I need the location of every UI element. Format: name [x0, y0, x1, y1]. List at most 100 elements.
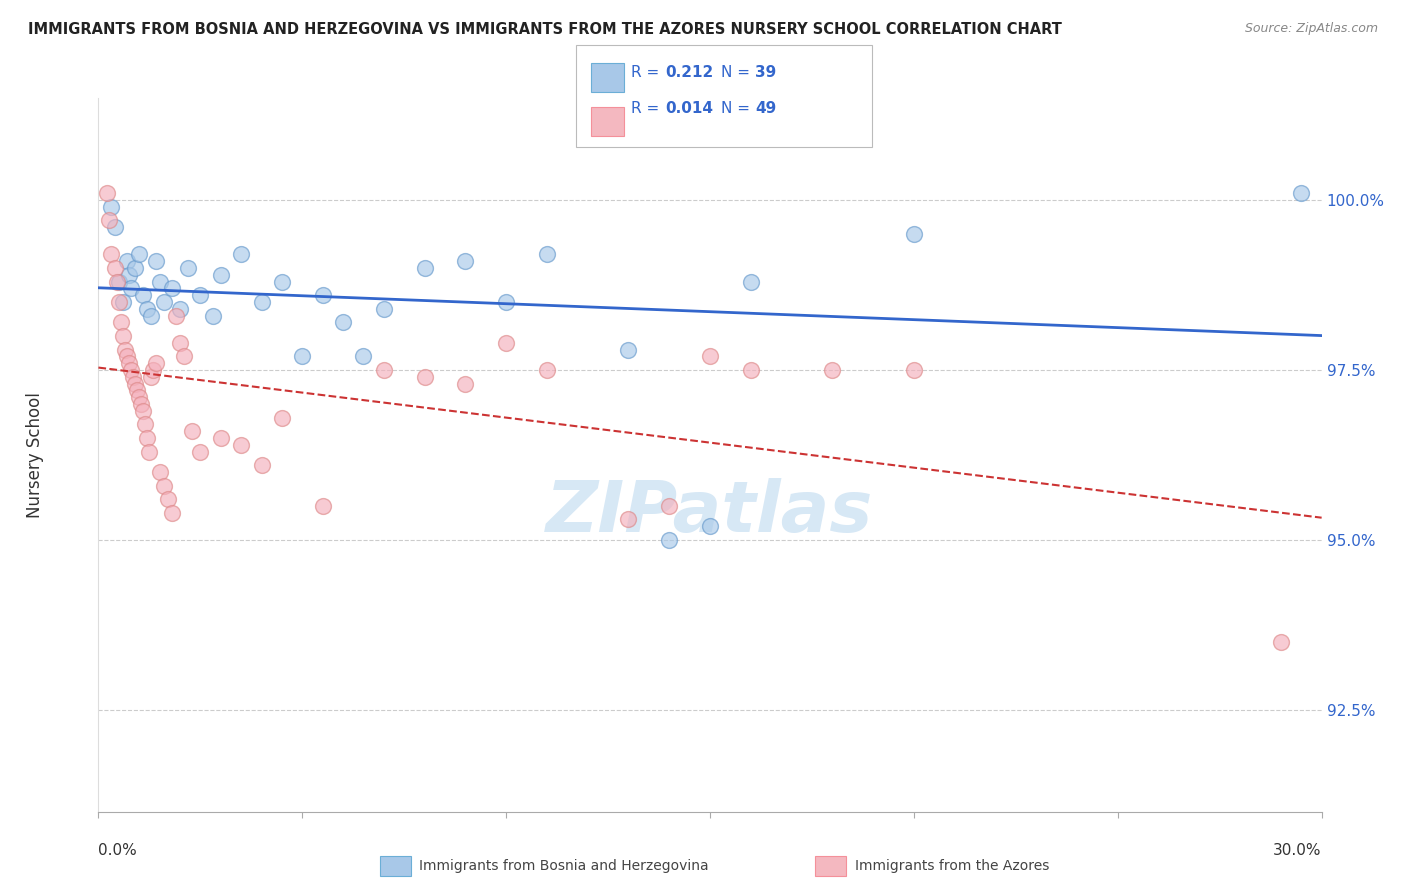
Point: [141, 309, 163, 323]
Point: [111, 329, 134, 343]
Point: [145, 356, 167, 370]
Point: [108, 275, 131, 289]
Point: [413, 369, 436, 384]
Point: [152, 295, 174, 310]
Text: N =: N =: [721, 101, 755, 116]
Point: [141, 369, 163, 384]
Point: [97, 213, 120, 227]
Point: [173, 350, 195, 364]
Point: [250, 458, 273, 472]
Point: [352, 350, 374, 364]
Point: [250, 295, 273, 310]
Point: [312, 288, 335, 302]
Text: 49: 49: [755, 101, 776, 116]
Point: [124, 260, 146, 275]
Point: [165, 309, 187, 323]
Point: [149, 275, 172, 289]
Point: [209, 268, 232, 282]
Point: [373, 363, 395, 377]
Point: [152, 478, 174, 492]
Point: [120, 281, 142, 295]
Text: 30.0%: 30.0%: [1274, 843, 1322, 858]
Point: [699, 519, 721, 533]
Point: [156, 492, 179, 507]
Point: [108, 295, 131, 310]
Point: [177, 260, 200, 275]
Point: [136, 301, 159, 316]
Point: [188, 288, 212, 302]
Point: [181, 424, 204, 438]
Point: [160, 281, 183, 295]
Point: [132, 288, 155, 302]
Point: [104, 260, 127, 275]
Text: Immigrants from the Azores: Immigrants from the Azores: [855, 859, 1049, 873]
Point: [118, 268, 141, 282]
Point: [111, 295, 134, 310]
Point: [145, 254, 167, 268]
Point: [169, 335, 191, 350]
Text: 0.014: 0.014: [665, 101, 713, 116]
Point: [536, 247, 558, 261]
Point: [658, 533, 681, 547]
Text: 0.212: 0.212: [665, 65, 713, 80]
Point: [536, 363, 558, 377]
Point: [699, 350, 721, 364]
Point: [122, 369, 145, 384]
Text: 39: 39: [755, 65, 776, 80]
Text: Immigrants from Bosnia and Herzegovina: Immigrants from Bosnia and Herzegovina: [419, 859, 709, 873]
Point: [124, 376, 146, 391]
Text: IMMIGRANTS FROM BOSNIA AND HERZEGOVINA VS IMMIGRANTS FROM THE AZORES NURSERY SCH: IMMIGRANTS FROM BOSNIA AND HERZEGOVINA V…: [28, 22, 1062, 37]
Text: Source: ZipAtlas.com: Source: ZipAtlas.com: [1244, 22, 1378, 36]
Point: [270, 275, 294, 289]
Point: [312, 499, 335, 513]
Point: [115, 254, 138, 268]
Point: [96, 186, 118, 201]
Point: [201, 309, 224, 323]
Text: 0.0%: 0.0%: [98, 843, 138, 858]
Point: [128, 247, 150, 261]
Point: [1291, 186, 1313, 201]
Point: [149, 465, 172, 479]
Point: [373, 301, 395, 316]
Point: [617, 512, 640, 526]
Point: [105, 275, 128, 289]
Point: [658, 499, 681, 513]
Point: [136, 431, 159, 445]
Point: [495, 335, 517, 350]
Point: [495, 295, 517, 310]
Text: ZIPatlas: ZIPatlas: [547, 477, 873, 547]
Point: [209, 431, 232, 445]
Point: [413, 260, 436, 275]
Point: [104, 220, 127, 235]
Point: [617, 343, 640, 357]
Point: [1270, 635, 1292, 649]
Point: [118, 356, 141, 370]
Point: [291, 350, 314, 364]
Point: [821, 363, 844, 377]
Point: [128, 390, 150, 404]
Point: [270, 410, 294, 425]
Point: [100, 247, 122, 261]
Point: [740, 275, 762, 289]
Point: [138, 444, 160, 458]
Point: [903, 227, 925, 241]
Text: N =: N =: [721, 65, 755, 80]
Point: [114, 343, 136, 357]
Point: [120, 363, 142, 377]
Point: [332, 315, 354, 329]
Point: [231, 247, 253, 261]
Point: [110, 315, 132, 329]
Point: [169, 301, 191, 316]
Point: [132, 403, 155, 417]
Point: [903, 363, 925, 377]
Point: [160, 506, 183, 520]
Text: R =: R =: [631, 101, 665, 116]
Point: [454, 376, 477, 391]
Text: Nursery School: Nursery School: [27, 392, 44, 518]
Text: R =: R =: [631, 65, 665, 80]
Point: [134, 417, 156, 432]
Point: [142, 363, 165, 377]
Point: [127, 384, 149, 398]
Point: [740, 363, 762, 377]
Point: [188, 444, 212, 458]
